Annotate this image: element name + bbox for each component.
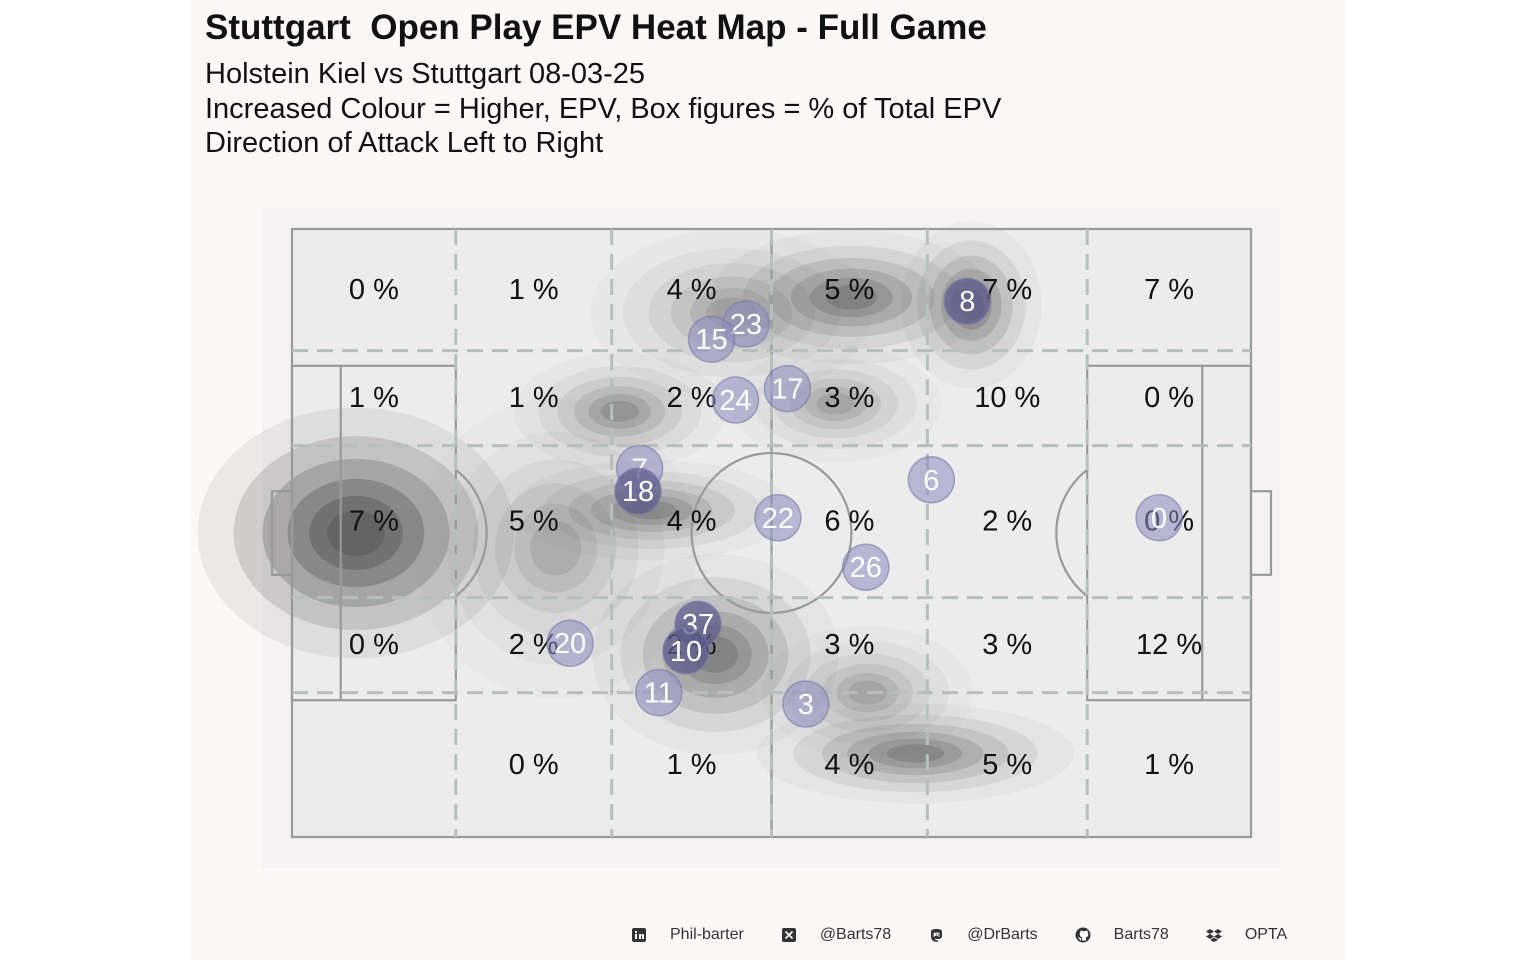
density-hotspot <box>753 358 917 450</box>
player-marker: 17 <box>763 364 812 413</box>
mastodon-icon[interactable] <box>927 926 945 944</box>
player-number: 8 <box>959 286 975 318</box>
player-marker: 20 <box>546 619 594 667</box>
subtitle-legend: Increased Colour = Higher, EPV, Box figu… <box>205 93 1002 125</box>
player-number: 17 <box>771 374 803 406</box>
player-marker: 10 <box>662 627 710 675</box>
zone-percentage-label: 6 % <box>824 506 874 538</box>
github-icon[interactable] <box>1074 926 1092 944</box>
zone-percentage-label: 3 % <box>982 629 1032 661</box>
footer-credits: Phil-barter @Barts78 @DrBarts Barts78 OP… <box>630 922 1323 948</box>
player-marker: 8 <box>943 277 992 325</box>
zone-percentage-label: 1 % <box>509 274 559 306</box>
zone-percentage-label: 1 % <box>349 382 399 414</box>
zone-percentage-label: 0 % <box>349 629 399 661</box>
zone-percentage-label: 5 % <box>982 749 1032 781</box>
left-penalty-arc <box>455 469 488 597</box>
player-marker: 0 <box>1135 494 1183 542</box>
footer-x-label[interactable]: @Barts78 <box>819 926 892 943</box>
subtitle-match: Holstein Kiel vs Stuttgart 08-03-25 <box>205 58 646 90</box>
player-number: 10 <box>670 636 702 668</box>
zone-percentage-label: 7 % <box>349 506 399 538</box>
player-marker: 24 <box>711 376 760 424</box>
player-number: 3 <box>798 689 814 721</box>
player-number: 20 <box>554 628 586 660</box>
zone-percentage-label: 0 % <box>509 749 559 781</box>
player-marker: 26 <box>842 543 890 591</box>
zone-percentage-label: 2 % <box>982 506 1032 538</box>
footer-linkedin-label[interactable]: Phil-barter <box>670 926 744 943</box>
zone-percentage-label: 10 % <box>974 382 1040 414</box>
player-marker: 18 <box>614 467 662 515</box>
player-number: 24 <box>719 385 751 417</box>
density-hotspot <box>538 366 702 457</box>
player-marker: 15 <box>687 315 736 363</box>
player-marker: 6 <box>907 456 956 504</box>
subtitle-direction: Direction of Attack Left to Right <box>205 127 604 159</box>
player-marker: 3 <box>782 680 830 728</box>
zone-percentage-label: 0 % <box>1144 382 1194 414</box>
player-marker: 22 <box>754 494 802 542</box>
player-number: 18 <box>622 476 654 508</box>
zone-percentage-label: 5 % <box>509 506 559 538</box>
left-goal <box>270 490 294 576</box>
dropbox-icon[interactable] <box>1205 926 1223 944</box>
zone-percentage-label: 4 % <box>667 506 717 538</box>
zone-percentage-label: 2 % <box>667 382 717 414</box>
density-hotspot <box>757 703 1074 804</box>
density-hotspot <box>447 431 665 665</box>
zone-percentage-label: 1 % <box>1144 749 1194 781</box>
zone-percentage-label: 1 % <box>509 382 559 414</box>
player-number: 26 <box>850 552 882 584</box>
zone-percentage-label: 5 % <box>824 274 874 306</box>
player-number: 15 <box>695 324 727 356</box>
x-icon[interactable] <box>780 926 798 944</box>
footer-mastodon-label[interactable]: @DrBarts <box>967 926 1038 943</box>
density-hotspot <box>710 230 993 365</box>
zone-percentage-label: 7 % <box>1144 274 1194 306</box>
zone-percentage-label: 4 % <box>824 749 874 781</box>
zone-percentage-label: 4 % <box>667 274 717 306</box>
player-number: 23 <box>730 309 762 341</box>
footer-source-label: OPTA <box>1244 926 1288 943</box>
right-penalty-arc <box>1055 469 1088 597</box>
player-marker: 11 <box>635 668 683 717</box>
player-number: 22 <box>762 503 794 535</box>
footer-github-label[interactable]: Barts78 <box>1113 926 1169 943</box>
zone-percentage-label: 12 % <box>1136 629 1202 661</box>
player-number: 11 <box>644 678 674 710</box>
player-number: 0 <box>1151 503 1167 535</box>
page-title: Stuttgart Open Play EPV Heat Map - Full … <box>205 8 987 47</box>
zone-percentage-label: 1 % <box>667 749 717 781</box>
zone-percentage-label: 3 % <box>824 382 874 414</box>
density-hotspot <box>197 407 515 659</box>
zone-percentage-label: 3 % <box>824 629 874 661</box>
player-number: 6 <box>923 465 939 497</box>
linkedin-icon[interactable] <box>630 926 648 944</box>
right-goal <box>1249 490 1273 576</box>
zone-percentage-label: 0 % <box>349 274 399 306</box>
